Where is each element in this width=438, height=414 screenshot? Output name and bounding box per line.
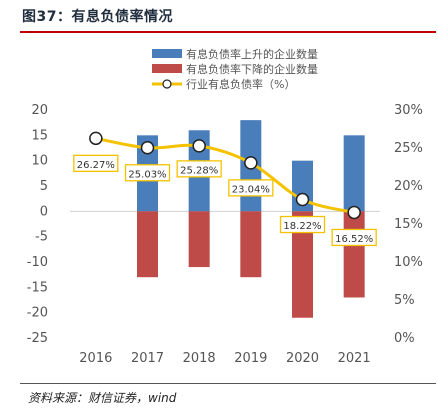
ratio-label-box [73, 154, 119, 172]
ratio-point [295, 192, 310, 207]
fall-bar [343, 211, 365, 298]
ratio-point [140, 141, 155, 155]
rise-bar [343, 135, 365, 212]
right-tick-label: 5% [394, 293, 415, 308]
left-tick-label: 10 [31, 154, 48, 169]
ratio-label-box [124, 164, 171, 182]
legend-marker [162, 79, 172, 89]
left-tick-label: -15 [27, 280, 48, 295]
ratio-point [89, 131, 103, 146]
ratio-data-label: 23.04% [232, 184, 270, 195]
left-axis: -25 -20 -15 -10 -5 0 5 10 15 20 [27, 103, 48, 346]
category-label: 2021 [338, 351, 371, 366]
bar-series [137, 120, 365, 318]
right-tick-label: 10% [394, 255, 423, 270]
legend-label: 有息负债率下降的企业数量 [186, 62, 318, 76]
ratio-label-box [176, 160, 222, 178]
fall-bar [292, 211, 313, 318]
x-axis: 2016 2017 2018 2019 2020 2021 [70, 210, 380, 366]
right-tick-label: 0% [394, 331, 415, 346]
ratio-data-label: 26.27% [77, 160, 115, 171]
line-series: 26.27% 25.03% 25.28% 23.04% 18.22% 16.52% [73, 131, 377, 247]
fall-bar [240, 211, 262, 278]
ratio-point [347, 205, 361, 220]
source-rule [20, 383, 436, 384]
fall-bar [188, 211, 210, 268]
ratio-point [244, 156, 258, 170]
category-label: 2020 [286, 351, 319, 366]
category-label: 2016 [79, 351, 112, 366]
ratio-label-box [331, 228, 377, 247]
source-note: 资料来源：财信证券，wind [28, 391, 177, 405]
left-tick-label: -5 [35, 230, 48, 245]
legend-swatch [152, 64, 182, 73]
category-label: 2017 [131, 351, 164, 366]
title-rule [20, 31, 436, 33]
left-tick-label: 0 [40, 204, 48, 219]
ratio-label-box [279, 215, 326, 234]
left-tick-label: 20 [31, 103, 48, 118]
ratio-data-label: 16.52% [335, 234, 373, 245]
figure-title: 图37：有息负债率情况 [22, 9, 173, 25]
ratio-data-label: 25.03% [128, 169, 166, 180]
left-tick-label: -10 [27, 255, 48, 270]
ratio-point [192, 139, 206, 153]
left-tick-label: -20 [27, 306, 48, 321]
category-label: 2019 [234, 351, 267, 366]
left-tick-label: 15 [31, 128, 48, 143]
ratio-label-box [228, 179, 274, 197]
right-tick-label: 20% [394, 179, 423, 194]
right-tick-label: 25% [394, 141, 423, 156]
legend-label: 行业有息负债率（%） [186, 77, 295, 91]
fall-bar [137, 211, 158, 278]
right-tick-label: 30% [394, 103, 423, 118]
left-tick-label: -25 [27, 331, 48, 346]
left-tick-label: 5 [40, 179, 48, 194]
right-tick-label: 15% [394, 217, 423, 232]
category-label: 2018 [183, 351, 216, 366]
right-axis: 0% 5% 10% 15% 20% 25% 30% [394, 103, 423, 346]
legend-swatch [152, 49, 182, 58]
ratio-data-label: 18.22% [283, 221, 321, 232]
ratio-data-label: 25.28% [180, 165, 218, 176]
legend-label: 有息负债率上升的企业数量 [186, 47, 318, 61]
